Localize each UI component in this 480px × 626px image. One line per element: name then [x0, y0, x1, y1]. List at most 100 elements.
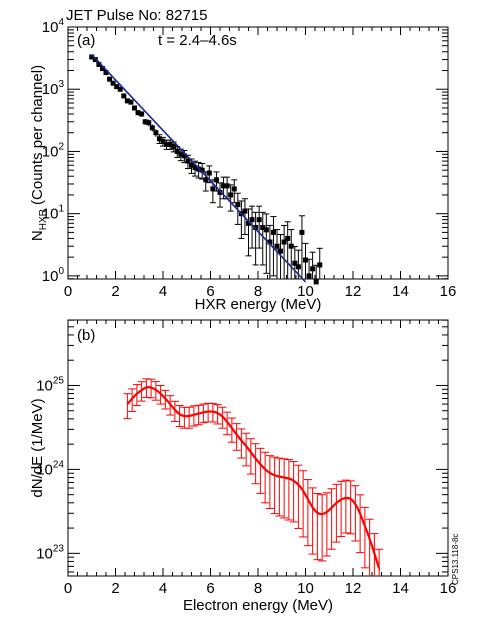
- panel-a-y-tick-label: 101: [42, 204, 65, 223]
- panel-a-point: [121, 93, 127, 99]
- panel-a-point: [153, 130, 159, 136]
- panel-a-x-tick-label: 8: [254, 283, 262, 300]
- panel-b-x-tick-label: 16: [440, 580, 457, 597]
- panel-a-point: [107, 76, 113, 82]
- panel-a-point: [178, 151, 184, 157]
- panel-a-y-tick-label: 104: [42, 17, 65, 36]
- panel-b-ticks: [67, 319, 449, 576]
- panel-a-point: [274, 243, 280, 249]
- panel-a-point: [114, 84, 120, 90]
- panel-a-frame: [67, 26, 449, 280]
- panel-a-point: [278, 248, 284, 254]
- panel-a-point: [128, 99, 134, 105]
- panel-b-error-bars: [123, 378, 384, 576]
- panel-a-point: [103, 70, 109, 76]
- figure-header: JET Pulse No: 82715: [66, 7, 207, 24]
- panel-a-point: [160, 138, 166, 144]
- panel-a-point: [192, 165, 198, 171]
- panel-b-x-tick-label: 10: [297, 580, 314, 597]
- panel-a-x-tick-label: 4: [159, 283, 167, 300]
- panel-a: 0 2 4 6 8 10 12 14 16 100 101 102 103 104 (a) t = 2.…: [29, 17, 456, 313]
- panel-a-y-tick-label: 100: [42, 266, 65, 285]
- panel-a-y-tick-labels: 100 101 102 103 104: [42, 17, 65, 285]
- panel-a-point: [135, 110, 141, 116]
- panel-a-point: [285, 235, 291, 241]
- panel-a-y-axis-title: NHXR (Counts per channel): [29, 65, 49, 241]
- figure-side-code: CPS13.118-8c: [451, 534, 460, 585]
- panel-a-point: [167, 141, 173, 147]
- panel-b-y-tick-label: 1025: [36, 375, 64, 394]
- panel-a-label: (a): [77, 32, 95, 49]
- panel-a-point: [306, 273, 312, 279]
- panel-a-point: [181, 153, 187, 159]
- panel-a-error-bars: [91, 55, 323, 279]
- panel-a-y-tick-label: 103: [42, 79, 65, 98]
- panel-b-x-tick-label: 4: [159, 580, 167, 597]
- panel-a-point: [281, 239, 287, 245]
- panel-a-point: [174, 148, 180, 154]
- panel-a-point: [99, 66, 105, 72]
- panel-b-x-tick-label: 6: [206, 580, 214, 597]
- panel-b-y-tick-label: 1024: [36, 459, 64, 478]
- panel-a-point: [299, 229, 305, 235]
- panel-a-point: [228, 192, 234, 198]
- panel-a-point: [142, 119, 148, 125]
- panel-a-point: [199, 167, 205, 173]
- panel-a-x-axis-title: HXR energy (MeV): [195, 296, 322, 313]
- panel-a-point: [203, 177, 209, 183]
- panel-a-point: [124, 98, 130, 104]
- panel-a-point: [303, 257, 308, 263]
- panel-b-y-tick-label: 1023: [36, 543, 64, 562]
- panel-a-point: [210, 186, 216, 192]
- panel-a-point: [224, 183, 230, 189]
- panel-b-label: (b): [77, 327, 95, 344]
- panel-b-x-axis-title: Electron energy (MeV): [183, 597, 333, 614]
- panel-a-point: [139, 111, 145, 117]
- panel-a-ylabel-sub: HXR: [38, 209, 49, 230]
- panel-a-x-tick-label: 14: [392, 283, 409, 300]
- panel-a-point: [246, 220, 251, 226]
- panel-a-point: [117, 86, 123, 92]
- panel-a-x-tick-label: 2: [111, 283, 119, 300]
- panel-a-point: [217, 189, 223, 195]
- panel-a-point: [110, 80, 116, 86]
- panel-a-point: [189, 162, 194, 168]
- panel-b-y-axis-title: dN/dE (1/MeV): [29, 398, 46, 497]
- panel-a-point: [267, 239, 273, 245]
- panel-a-point: [256, 217, 262, 223]
- panel-a-x-tick-label: 12: [345, 283, 362, 300]
- panel-b-x-tick-label: 14: [392, 580, 409, 597]
- panel-a-point: [164, 141, 170, 147]
- panel-b-x-tick-labels: 0 2 4 6 8 10 12 14 16: [64, 580, 457, 597]
- panel-b-x-tick-label: 12: [345, 580, 362, 597]
- panel-a-x-tick-labels: 0 2 4 6 8 10 12 14 16: [64, 283, 457, 300]
- panel-a-point: [260, 224, 266, 230]
- panel-a-x-tick-label: 16: [440, 283, 457, 300]
- panel-a-point: [89, 54, 95, 60]
- panel-a-point: [292, 260, 298, 266]
- panel-a-point: [213, 177, 219, 183]
- panel-a-point: [149, 125, 155, 131]
- panel-a-point: [313, 279, 319, 285]
- panel-a-point: [295, 264, 301, 270]
- panel-a-point: [132, 105, 137, 111]
- panel-b-x-tick-label: 2: [111, 580, 119, 597]
- panel-a-point: [253, 224, 259, 230]
- panel-a-point: [263, 227, 269, 233]
- panel-a-point: [146, 120, 152, 126]
- panel-a-point: [206, 170, 212, 176]
- panel-a-x-tick-label: 10: [297, 283, 314, 300]
- panel-a-points: [89, 54, 323, 285]
- panel-a-point: [221, 183, 227, 189]
- panel-a-fit-line: [91, 54, 307, 283]
- panel-a-point: [270, 229, 276, 235]
- panel-a-point: [185, 158, 191, 164]
- panel-a-ylabel-rest: (Counts per channel): [29, 65, 46, 209]
- panel-a-ylabel-main: N: [29, 230, 46, 241]
- panel-a-point: [288, 243, 294, 249]
- panel-b-spectrum-line: [126, 385, 381, 571]
- panel-a-point: [317, 262, 323, 268]
- panel-a-ticks: [67, 26, 449, 280]
- panel-a-point: [249, 217, 255, 223]
